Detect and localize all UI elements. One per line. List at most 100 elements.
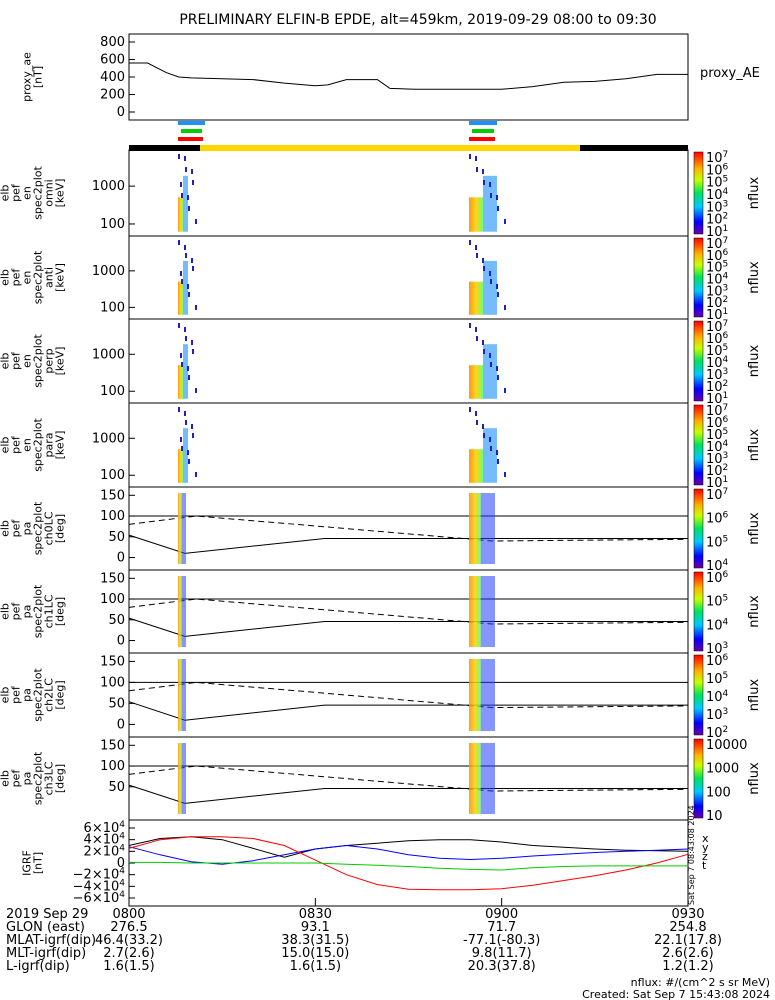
colorbar-tick: 103: [706, 283, 728, 299]
ylabel-line: en: [21, 438, 34, 452]
pitch-burst: [181, 659, 186, 731]
footer-created: Created: Sat Sep 7 15:43:08 2024: [582, 988, 770, 1000]
ytick-label: 150: [100, 571, 125, 586]
spectrogram-pixel: [184, 327, 186, 332]
colorbar-unit: nflux: [747, 345, 762, 378]
colorbar-tick: 105: [706, 671, 728, 687]
panel-frame: [128, 33, 689, 121]
spectrogram-pixel: [181, 446, 183, 451]
ytick-label: 0: [117, 717, 125, 732]
ylabel-line: [deg]: [54, 764, 67, 793]
spectrogram-pixel: [476, 167, 478, 172]
spectrogram-pixel: [181, 362, 183, 367]
ytick-label: 0: [117, 856, 125, 871]
spectrogram-pixel: [490, 446, 492, 451]
ytick-label: 800: [100, 35, 125, 50]
colorbar-unit: nflux: [747, 595, 762, 628]
spectrogram-pixel: [192, 266, 194, 271]
xrow-value: 38.3(31.5): [281, 933, 349, 948]
ytick-label: 200: [100, 88, 125, 103]
spectrogram-pixel: [469, 154, 471, 159]
spectrogram-pixel: [475, 156, 477, 161]
panels: proxy_ae[nT]8006004002000proxy_AEelbpefe…: [0, 33, 762, 907]
colorbar-unit: nflux: [747, 261, 762, 294]
spectrogram-pixel: [188, 206, 190, 211]
ytick-label: 100: [100, 384, 125, 399]
spectrogram-pixel: [187, 366, 189, 371]
xrow-value: 2.7(2.6): [103, 946, 155, 961]
colorbar: [693, 571, 704, 652]
colorbar-tick: 104: [706, 272, 729, 288]
panel-frame: [128, 652, 689, 738]
colorbar-tick: 103: [706, 641, 728, 657]
xrow-value: 1.2(1.2): [662, 959, 714, 974]
pitch-burst: [469, 576, 481, 647]
ylabel-line: [keV]: [54, 263, 67, 292]
spectrogram-pixel: [192, 180, 194, 185]
colorbar-tick: 106: [706, 248, 729, 264]
colorbar-tick: 107: [706, 487, 728, 503]
xrow-value: 276.5: [110, 920, 147, 935]
pitch-burst: [480, 743, 495, 814]
colorbar-tick: 106: [706, 511, 729, 527]
xrow-value: 20.3(37.8): [468, 959, 536, 974]
pitch-burst: [480, 493, 495, 564]
xrow-value: 93.1: [301, 920, 330, 935]
ylabel-line: para: [43, 433, 56, 458]
spectrogram-burst: [469, 197, 483, 232]
colorbar-unit: nflux: [747, 512, 762, 545]
colorbar-tick: 106: [706, 653, 729, 669]
xrow-value: 9.8(11.7): [472, 946, 532, 961]
colorbar-tick: 104: [706, 187, 729, 203]
loss-cone-line: [128, 701, 688, 721]
spectrogram-pixel: [180, 182, 182, 187]
footer-units: nflux: #/(cm^2 s sr MeV): [631, 976, 770, 989]
colorbar: [693, 151, 704, 235]
colorbar-tick: 102: [706, 212, 728, 228]
side-stamp: Sat Sep 7 08:43:08 2024: [687, 805, 696, 905]
xrow-value: 15.0(15.0): [281, 946, 349, 961]
ytick-label: 50: [108, 696, 125, 711]
coverage-bar-red: [178, 137, 203, 141]
science-bar: [200, 145, 580, 151]
pitch-burst: [178, 493, 182, 564]
ylabel-line: elb: [0, 687, 12, 704]
xrow-value: 254.8: [669, 920, 706, 935]
colorbar-tick: 106: [706, 162, 729, 178]
ytick-label: 1000: [92, 431, 125, 446]
spectrogram-pixel: [496, 450, 498, 455]
colorbar-tick: 107: [706, 403, 728, 419]
spectrogram-pixel: [496, 284, 498, 289]
ylabel-line: en: [21, 186, 34, 200]
spectrogram-pixel: [490, 362, 492, 367]
ytick-label: 150: [100, 488, 125, 503]
ylabel-line: elb: [0, 269, 12, 286]
spectrogram-pixel: [180, 353, 182, 358]
spectrogram-pixel: [469, 240, 471, 245]
science-bars: [129, 121, 688, 151]
spectrogram-pixel: [483, 180, 485, 185]
anti-loss-cone-line: [128, 515, 689, 542]
ylabel-line: elb: [0, 770, 12, 787]
ytick-label: 0: [117, 551, 125, 566]
ylabel-line: ch1LC: [43, 594, 56, 628]
spectrogram-pixel: [483, 349, 485, 354]
ylabel-line: ch3LC: [43, 761, 56, 795]
spectrogram-pixel: [469, 407, 471, 412]
panel-frame: [128, 486, 689, 571]
ylabel-line: [deg]: [54, 597, 67, 626]
ytick-label: 100: [100, 759, 125, 774]
spectrogram-pixel: [195, 305, 197, 310]
spectrogram-burst: [178, 197, 183, 232]
colorbar-tick: 100: [706, 785, 731, 800]
ytick-label: 0: [117, 105, 125, 120]
xrow-value: 71.7: [487, 920, 516, 935]
panel-frame: [128, 235, 689, 320]
ylabel-line: en: [21, 354, 34, 368]
coverage-bar-green: [472, 129, 494, 133]
